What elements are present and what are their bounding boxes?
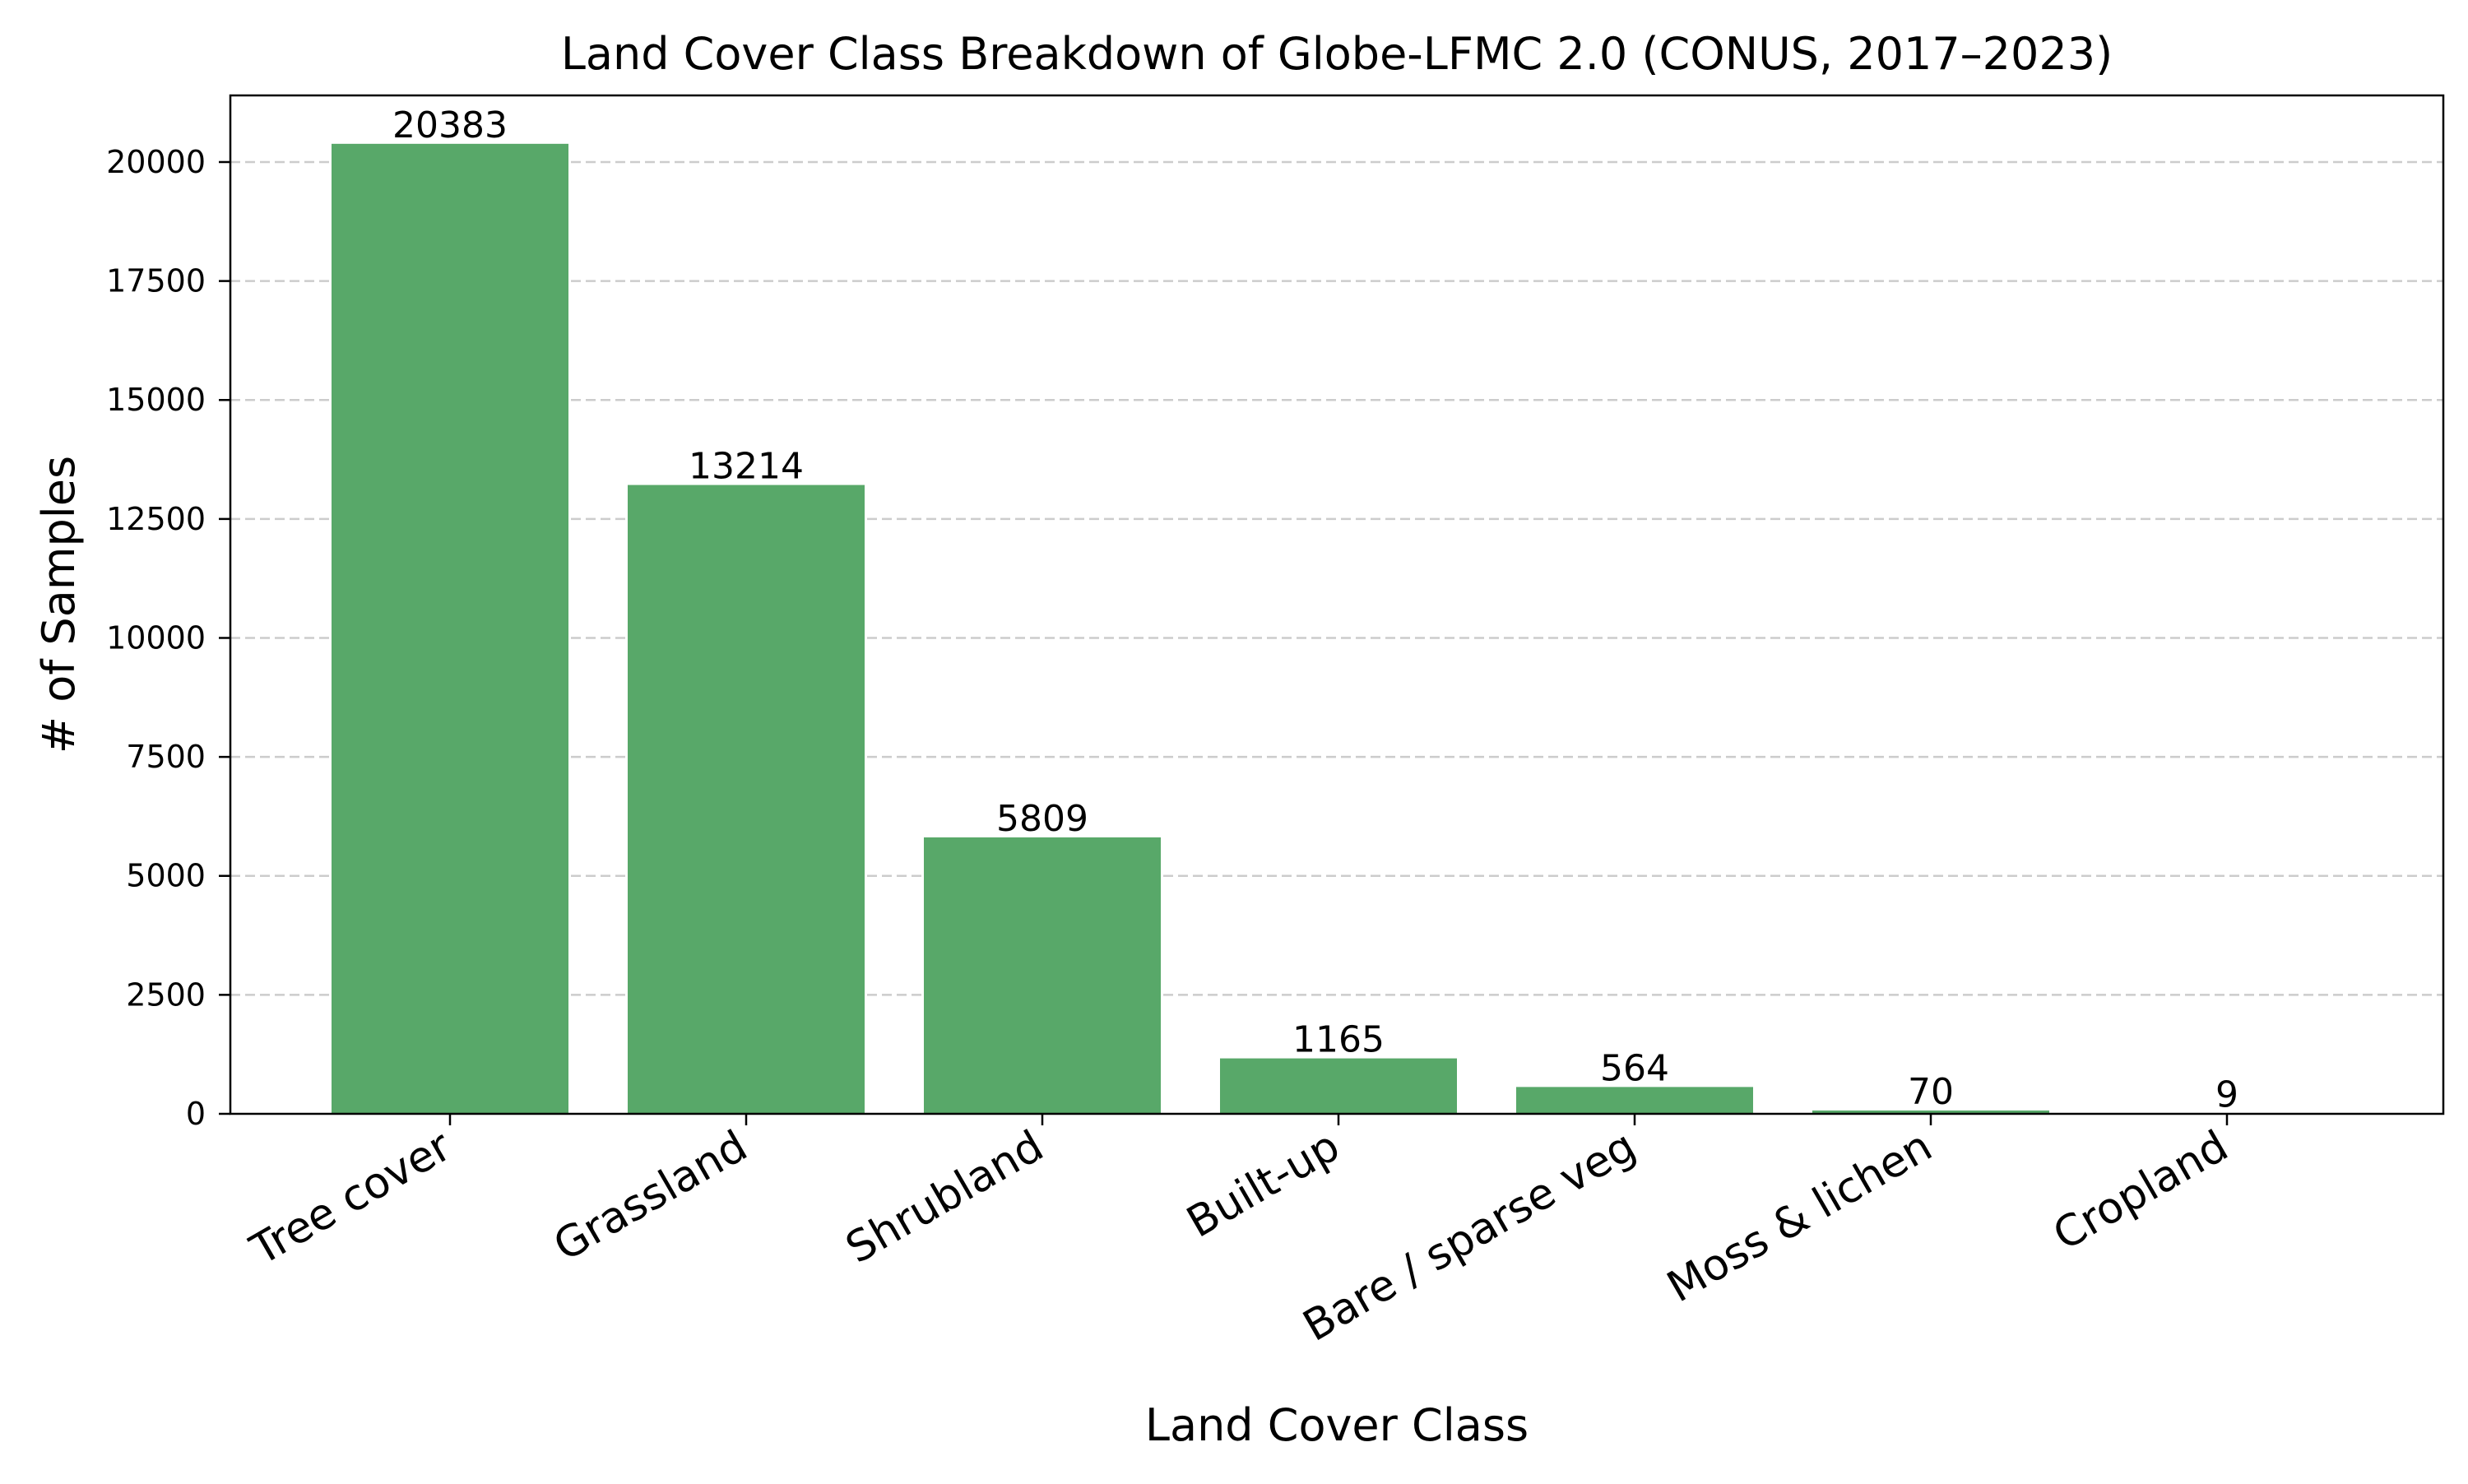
y-tick-label: 15000 <box>106 382 206 418</box>
x-tick-label: Bare / sparse veg <box>1295 1121 1644 1352</box>
gridlines <box>230 160 2443 996</box>
data-label: 9 <box>2215 1074 2238 1115</box>
y-tick-label: 10000 <box>106 619 206 656</box>
plot-frame <box>229 94 2445 1115</box>
x-tick-label: Built-up <box>1179 1121 1348 1247</box>
y-tick-label: 20000 <box>106 144 206 180</box>
data-label: 1165 <box>1292 1019 1385 1061</box>
x-tick-label: Tree cover <box>242 1121 460 1275</box>
bar <box>628 485 865 1114</box>
x-tick-label: Cropland <box>2045 1121 2236 1260</box>
data-label: 20383 <box>392 104 508 146</box>
bar <box>1516 1087 1753 1114</box>
data-label: 564 <box>1600 1047 1669 1089</box>
y-tick-label: 17500 <box>106 263 206 299</box>
data-labels: 20383 13214 5809 1165 564 70 9 <box>392 104 2238 1116</box>
bar <box>332 143 568 1114</box>
data-label: 70 <box>1908 1071 1954 1113</box>
bar <box>924 837 1161 1114</box>
x-tick-label: Moss & lichen <box>1659 1121 1941 1312</box>
y-tick-label: 12500 <box>106 501 206 537</box>
x-axis-ticks: Tree cover Grassland Shrubland Built-upBare… <box>242 1114 2237 1352</box>
data-label: 13214 <box>689 446 804 488</box>
y-tick-label: 0 <box>186 1096 206 1132</box>
y-axis-label: # of Samples <box>33 456 85 754</box>
bar <box>1812 1110 2049 1114</box>
y-tick-label: 5000 <box>126 858 206 894</box>
x-tick-label: Shrubland <box>837 1121 1051 1273</box>
x-tick-label: Grassland <box>545 1121 755 1271</box>
chart-title: Land Cover Class Breakdown of Globe-LFMC… <box>561 28 2113 80</box>
data-label: 5809 <box>996 798 1088 840</box>
x-axis-label: Land Cover Class <box>1145 1399 1529 1451</box>
y-tick-label: 7500 <box>126 739 206 775</box>
bar <box>1220 1058 1457 1114</box>
y-axis-ticks: 0 2500 5000 7500 10000 12500 15000 17500 20000 <box>106 144 230 1132</box>
bars <box>332 143 2345 1114</box>
y-tick-label: 2500 <box>126 976 206 1013</box>
